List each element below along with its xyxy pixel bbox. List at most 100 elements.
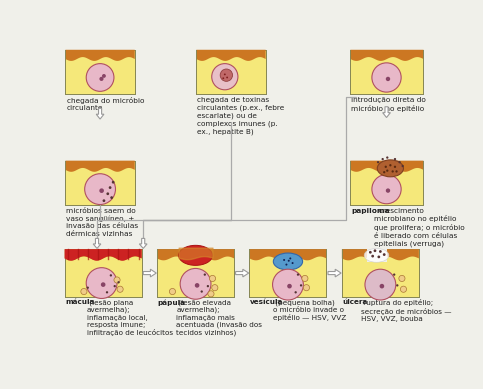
Text: (pequena bolha)
o micróbio invade o
epitélio — HSV, VVZ: (pequena bolha) o micróbio invade o epit… (273, 299, 347, 321)
Circle shape (365, 269, 396, 300)
Text: introdução direta do
micróbio no epitélio: introdução direta do micróbio no epitéli… (351, 97, 426, 112)
Polygon shape (350, 50, 424, 61)
Bar (249, 249, 327, 297)
Circle shape (372, 63, 401, 92)
Circle shape (302, 275, 308, 282)
Circle shape (386, 188, 390, 193)
Circle shape (86, 268, 117, 298)
Polygon shape (65, 249, 142, 260)
Text: : crescimento
microbiano no epitélio
que prolifera; o micróbio
é liberado com cé: : crescimento microbiano no epitélio que… (374, 208, 465, 247)
Circle shape (369, 251, 372, 254)
Circle shape (109, 186, 112, 189)
Circle shape (303, 285, 310, 291)
Circle shape (377, 256, 380, 258)
Circle shape (212, 64, 238, 90)
Circle shape (288, 260, 290, 262)
Circle shape (224, 74, 226, 75)
Circle shape (272, 269, 303, 300)
Bar (367, 249, 386, 261)
Circle shape (204, 273, 206, 276)
Circle shape (224, 76, 228, 80)
Text: papiloma: papiloma (351, 208, 390, 214)
Circle shape (396, 170, 398, 173)
Circle shape (86, 64, 114, 91)
Text: pápula: pápula (158, 299, 186, 306)
Bar (342, 249, 419, 297)
Circle shape (170, 289, 175, 294)
Circle shape (180, 268, 211, 299)
Circle shape (394, 158, 396, 160)
Circle shape (393, 273, 396, 276)
Bar (350, 50, 424, 95)
Circle shape (384, 166, 387, 168)
Bar (157, 249, 234, 297)
Bar (350, 161, 424, 205)
Circle shape (372, 175, 401, 204)
Circle shape (222, 77, 224, 79)
Circle shape (212, 285, 218, 291)
Polygon shape (65, 161, 135, 172)
Bar (196, 50, 266, 95)
Circle shape (396, 284, 398, 287)
Text: vesícula: vesícula (250, 299, 284, 305)
Text: chegada de toxinas
circulantes (p.ex., febre
escarlate) ou de
complexos imunes (: chegada de toxinas circulantes (p.ex., f… (197, 97, 284, 135)
Circle shape (207, 285, 209, 287)
Circle shape (285, 264, 287, 266)
Circle shape (99, 77, 103, 81)
Bar (65, 50, 135, 95)
Circle shape (101, 282, 105, 287)
Text: mácula: mácula (65, 299, 95, 305)
Text: chegada do micróbio
circulante: chegada do micróbio circulante (67, 97, 144, 111)
Polygon shape (383, 107, 390, 117)
Ellipse shape (273, 253, 302, 270)
Circle shape (86, 287, 89, 289)
Ellipse shape (377, 160, 403, 177)
Circle shape (380, 284, 384, 289)
Circle shape (110, 196, 113, 199)
Circle shape (117, 286, 123, 292)
Polygon shape (65, 249, 142, 261)
Polygon shape (196, 50, 266, 61)
Circle shape (102, 199, 105, 202)
Circle shape (401, 165, 404, 167)
Bar (65, 249, 142, 297)
Circle shape (200, 290, 203, 293)
Circle shape (106, 193, 109, 195)
Circle shape (392, 170, 394, 173)
Text: micróbios saem do
vaso sangüíneo, ±
invasão das células
dérmicas vizinhas: micróbios saem do vaso sangüíneo, ± inva… (66, 208, 138, 237)
Polygon shape (249, 249, 327, 260)
Polygon shape (350, 161, 424, 172)
Polygon shape (140, 238, 147, 249)
Circle shape (114, 285, 116, 287)
Polygon shape (328, 269, 341, 277)
Bar (65, 161, 135, 205)
Circle shape (287, 284, 292, 289)
Circle shape (114, 277, 120, 283)
Circle shape (300, 284, 302, 287)
Text: (lesão plana
avermelha);
inflamação local,
resposta imune;
infiltração de leucóc: (lesão plana avermelha); inflamação loca… (87, 299, 173, 336)
Circle shape (195, 283, 199, 288)
Polygon shape (93, 238, 101, 249)
Circle shape (99, 188, 104, 193)
Circle shape (383, 253, 385, 256)
Circle shape (220, 69, 232, 81)
Ellipse shape (179, 245, 213, 265)
Polygon shape (143, 269, 156, 277)
Circle shape (373, 249, 376, 252)
Polygon shape (342, 249, 419, 260)
Circle shape (386, 77, 390, 81)
Polygon shape (236, 269, 249, 277)
Circle shape (379, 250, 382, 253)
Ellipse shape (364, 249, 389, 262)
Circle shape (386, 156, 388, 159)
Circle shape (81, 289, 87, 294)
Circle shape (106, 291, 108, 293)
Circle shape (297, 273, 299, 276)
Circle shape (400, 286, 407, 292)
Text: (lesão elevada
avermelha);
inflamação mais
acentuada (invasão dos
tecidos vizinh: (lesão elevada avermelha); inflamação ma… (176, 299, 262, 336)
Circle shape (295, 291, 297, 293)
Polygon shape (157, 249, 234, 260)
Circle shape (117, 281, 120, 284)
Circle shape (386, 170, 388, 172)
Circle shape (377, 161, 379, 163)
